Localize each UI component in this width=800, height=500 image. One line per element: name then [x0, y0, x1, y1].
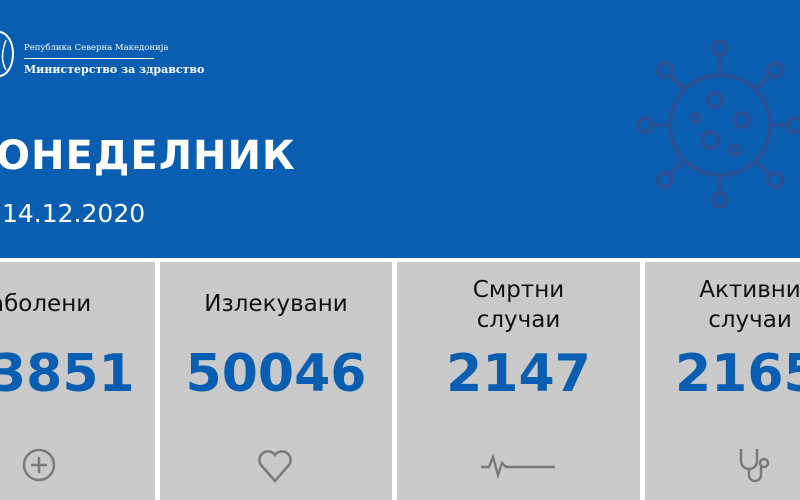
header-banner: Република Северна Македонија Министерств…: [0, 0, 800, 258]
card-label-line2: случаи: [476, 307, 561, 333]
heart-icon: [258, 450, 292, 483]
card-value: 3851: [0, 344, 135, 404]
card-label: Излекувани: [204, 291, 348, 317]
virus-icon: [636, 39, 800, 209]
report-date: 14.12.2020: [2, 199, 146, 228]
card-value: 2165: [675, 344, 800, 404]
heartbeat-line-icon: [481, 453, 555, 480]
card-label-line1: Активни: [699, 277, 800, 303]
stethoscope-icon: [739, 449, 770, 483]
card-recovered: Излекувани 50046: [160, 262, 392, 500]
card-label-line1: Смртни: [472, 277, 565, 303]
card-label-line2: случаи: [708, 307, 792, 333]
coat-of-arms-icon: [0, 31, 14, 77]
republic-name: Република Северна Македонија: [24, 43, 169, 53]
plus-circle-icon: [22, 448, 56, 482]
ministry-name: Министерство за здравство: [24, 63, 205, 76]
card-infected: аболени 3851: [0, 262, 155, 500]
card-active: Активни случаи 2165: [645, 262, 800, 500]
card-deaths: Смртни случаи 2147: [397, 262, 640, 500]
logo-divider: [24, 58, 154, 59]
card-value: 2147: [446, 344, 591, 404]
card-label: аболени: [0, 291, 92, 317]
card-value: 50046: [185, 344, 367, 404]
weekday-title: ОНЕДЕЛНИК: [0, 133, 296, 179]
